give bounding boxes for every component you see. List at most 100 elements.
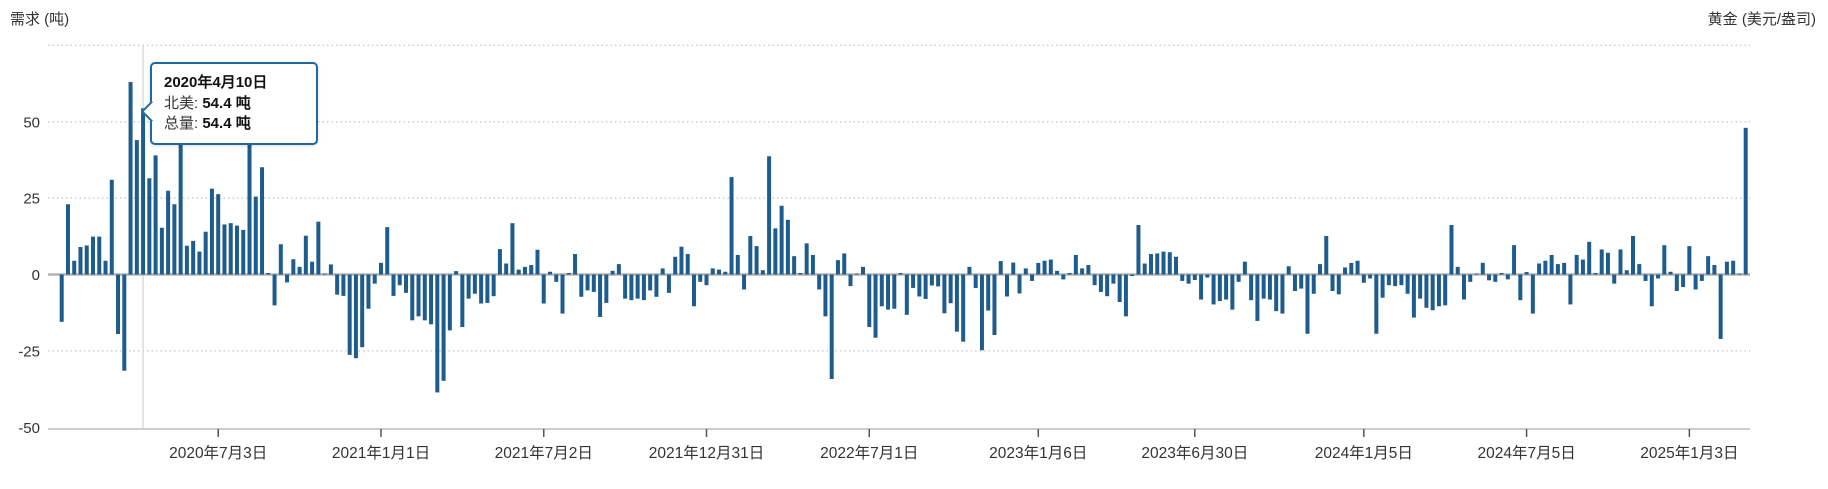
bar[interactable]: [1055, 270, 1060, 275]
bar[interactable]: [479, 274, 484, 304]
bar[interactable]: [1449, 225, 1454, 275]
bar[interactable]: [1330, 274, 1335, 292]
bar[interactable]: [1631, 236, 1636, 275]
bar[interactable]: [491, 274, 496, 297]
bar[interactable]: [1737, 273, 1742, 275]
bar[interactable]: [353, 274, 358, 359]
bar[interactable]: [1562, 262, 1567, 275]
bar[interactable]: [122, 274, 127, 371]
bar[interactable]: [1662, 245, 1667, 275]
bar[interactable]: [153, 155, 158, 275]
bar[interactable]: [72, 260, 77, 275]
bar[interactable]: [197, 251, 202, 275]
bar[interactable]: [297, 266, 302, 275]
bar[interactable]: [260, 167, 265, 275]
bar[interactable]: [1524, 272, 1529, 275]
bar[interactable]: [1098, 274, 1103, 292]
bar[interactable]: [1418, 274, 1423, 299]
bar[interactable]: [91, 236, 95, 275]
bar[interactable]: [1199, 274, 1204, 300]
bar[interactable]: [341, 274, 346, 296]
bar[interactable]: [629, 274, 634, 301]
bar[interactable]: [1424, 274, 1429, 308]
bar[interactable]: [322, 273, 327, 275]
bar[interactable]: [316, 221, 321, 275]
bar[interactable]: [760, 270, 765, 275]
bar[interactable]: [1080, 268, 1085, 275]
bar[interactable]: [579, 274, 584, 297]
bar[interactable]: [460, 274, 465, 328]
bar[interactable]: [1455, 266, 1460, 275]
bar[interactable]: [779, 205, 784, 275]
bar[interactable]: [742, 274, 747, 290]
bar[interactable]: [1073, 254, 1078, 275]
bar[interactable]: [936, 274, 941, 287]
bar[interactable]: [103, 260, 108, 275]
bar[interactable]: [879, 274, 884, 307]
bar[interactable]: [648, 274, 653, 291]
bar[interactable]: [1687, 246, 1692, 275]
bar[interactable]: [1311, 274, 1316, 294]
bar[interactable]: [335, 274, 340, 295]
bar[interactable]: [1430, 274, 1435, 311]
bar[interactable]: [116, 274, 121, 335]
bar[interactable]: [548, 271, 552, 275]
bar[interactable]: [1368, 274, 1373, 279]
bar[interactable]: [1167, 252, 1172, 275]
bar[interactable]: [804, 243, 809, 275]
bar[interactable]: [867, 274, 872, 328]
bar[interactable]: [328, 264, 333, 275]
bar[interactable]: [1649, 274, 1654, 307]
bar[interactable]: [591, 274, 596, 292]
bar[interactable]: [1161, 251, 1166, 275]
bar[interactable]: [1048, 259, 1053, 275]
bar[interactable]: [310, 261, 315, 275]
bar[interactable]: [1130, 274, 1135, 277]
bar[interactable]: [767, 156, 772, 275]
bar[interactable]: [253, 196, 258, 275]
bar[interactable]: [1743, 127, 1748, 275]
bar[interactable]: [1355, 260, 1360, 275]
bar[interactable]: [1480, 262, 1485, 275]
bar[interactable]: [1361, 274, 1366, 283]
bar[interactable]: [641, 274, 646, 301]
bar[interactable]: [416, 274, 421, 317]
bar[interactable]: [134, 140, 139, 275]
bar[interactable]: [1537, 263, 1542, 275]
bar[interactable]: [1236, 274, 1241, 282]
bar[interactable]: [886, 274, 891, 310]
bar[interactable]: [497, 249, 502, 275]
bar[interactable]: [792, 256, 797, 275]
bar[interactable]: [347, 274, 352, 355]
bar[interactable]: [1105, 274, 1110, 297]
bar[interactable]: [604, 274, 609, 303]
bar[interactable]: [573, 254, 578, 275]
bars-series-total[interactable]: [59, 82, 1748, 393]
bar[interactable]: [1386, 274, 1391, 286]
bar[interactable]: [1023, 268, 1028, 275]
bar[interactable]: [1305, 274, 1310, 334]
bar[interactable]: [673, 256, 678, 275]
bar[interactable]: [285, 274, 290, 283]
bar[interactable]: [1674, 274, 1679, 292]
bar[interactable]: [1086, 265, 1091, 275]
bar[interactable]: [1242, 261, 1247, 275]
bar[interactable]: [623, 274, 628, 299]
bar[interactable]: [1374, 274, 1379, 334]
bar[interactable]: [1712, 265, 1717, 275]
bar[interactable]: [598, 274, 603, 317]
bar[interactable]: [1261, 274, 1266, 299]
bar[interactable]: [898, 272, 903, 275]
bar[interactable]: [961, 274, 966, 342]
bar[interactable]: [147, 178, 152, 275]
bar[interactable]: [967, 266, 972, 275]
bar[interactable]: [1336, 274, 1341, 295]
bar[interactable]: [1017, 274, 1022, 294]
bar[interactable]: [1111, 274, 1116, 284]
bar[interactable]: [560, 274, 565, 314]
bar[interactable]: [429, 274, 434, 325]
bar[interactable]: [848, 274, 853, 287]
bar[interactable]: [1155, 253, 1160, 275]
bar[interactable]: [1343, 267, 1348, 275]
bar[interactable]: [1693, 274, 1698, 290]
